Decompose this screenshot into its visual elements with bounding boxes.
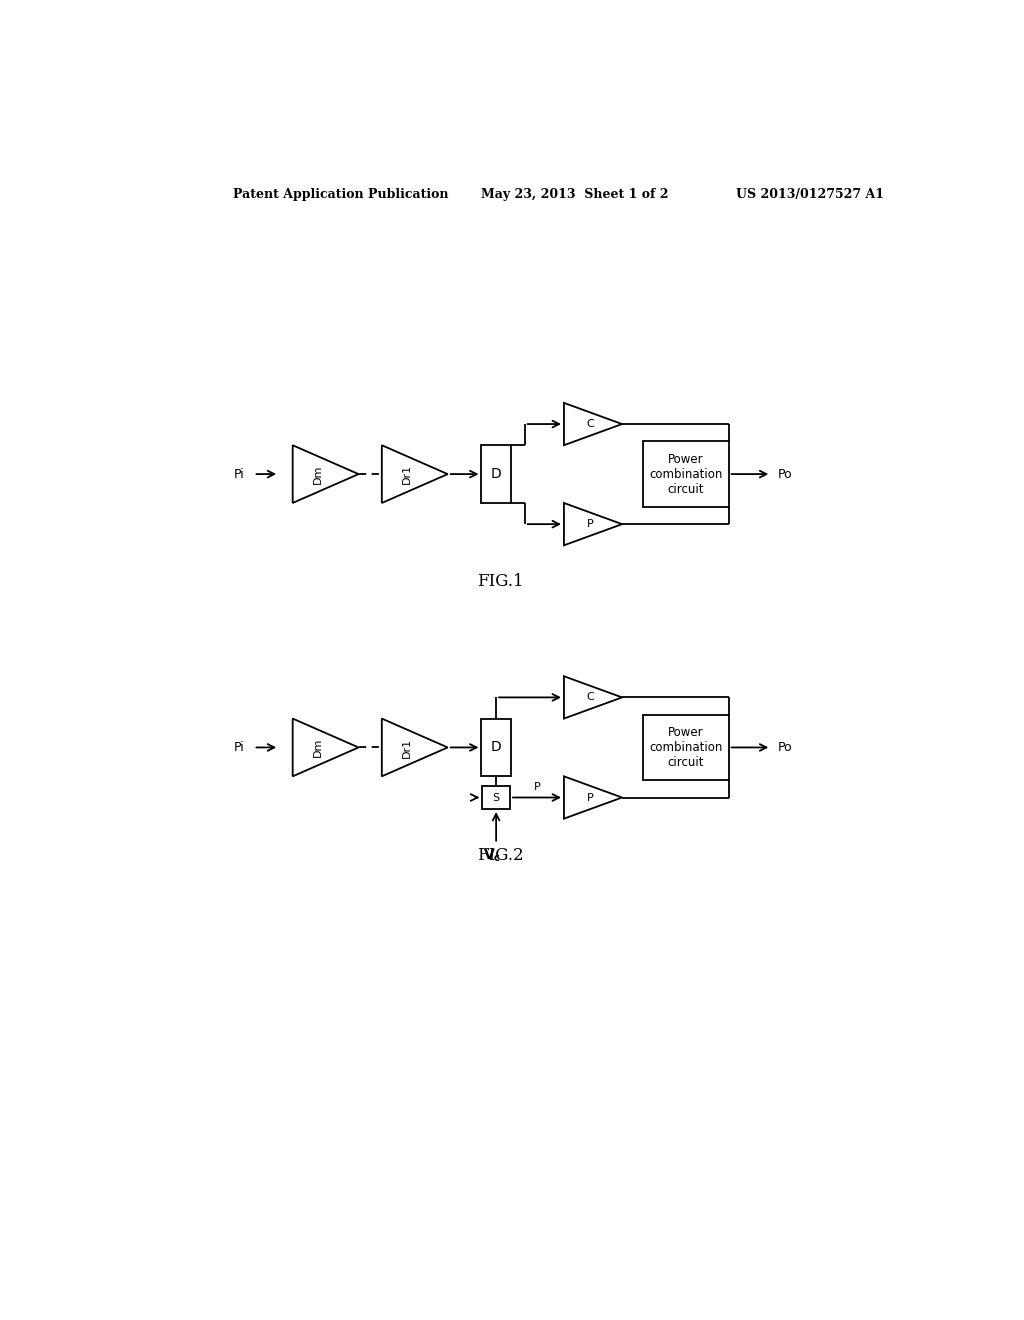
Text: Dm: Dm <box>312 465 323 484</box>
Text: $\mathbf{V_c}$: $\mathbf{V_c}$ <box>483 847 501 865</box>
Text: FIG.1: FIG.1 <box>477 573 523 590</box>
Text: Dr1: Dr1 <box>401 738 412 758</box>
Text: P: P <box>587 792 594 803</box>
Text: Po: Po <box>777 467 793 480</box>
Text: FIG.2: FIG.2 <box>477 846 523 863</box>
Text: Pi: Pi <box>233 467 245 480</box>
Text: D: D <box>490 467 502 480</box>
Text: C: C <box>586 693 594 702</box>
Bar <box>481 445 511 503</box>
Text: Po: Po <box>777 741 793 754</box>
Text: Power
combination
circuit: Power combination circuit <box>649 726 723 770</box>
Text: Patent Application Publication: Patent Application Publication <box>232 187 449 201</box>
Text: Pi: Pi <box>233 741 245 754</box>
Text: Dr1: Dr1 <box>401 465 412 484</box>
Text: D: D <box>490 741 502 755</box>
Bar <box>481 718 511 776</box>
Text: Dm: Dm <box>312 738 323 758</box>
Bar <box>643 441 729 507</box>
Text: C: C <box>586 418 594 429</box>
Text: P: P <box>587 519 594 529</box>
Text: US 2013/0127527 A1: US 2013/0127527 A1 <box>736 187 885 201</box>
Bar <box>643 714 729 780</box>
Text: May 23, 2013  Sheet 1 of 2: May 23, 2013 Sheet 1 of 2 <box>480 187 668 201</box>
Text: P: P <box>534 783 541 792</box>
Bar <box>482 785 510 809</box>
Text: Power
combination
circuit: Power combination circuit <box>649 453 723 495</box>
Text: S: S <box>493 792 500 803</box>
